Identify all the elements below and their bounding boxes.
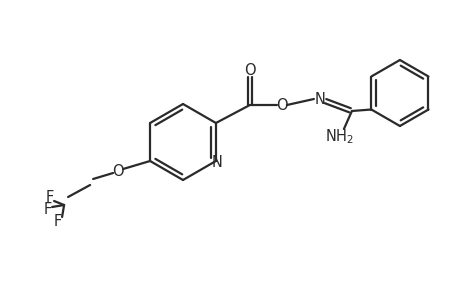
Text: F: F [54,214,62,229]
Text: O: O [112,164,123,178]
Text: NH$_2$: NH$_2$ [325,128,353,146]
Text: O: O [244,62,255,77]
Text: N: N [314,92,325,106]
Text: F: F [44,202,52,217]
Text: O: O [275,98,287,112]
Text: N: N [211,154,222,169]
Text: F: F [46,190,54,205]
